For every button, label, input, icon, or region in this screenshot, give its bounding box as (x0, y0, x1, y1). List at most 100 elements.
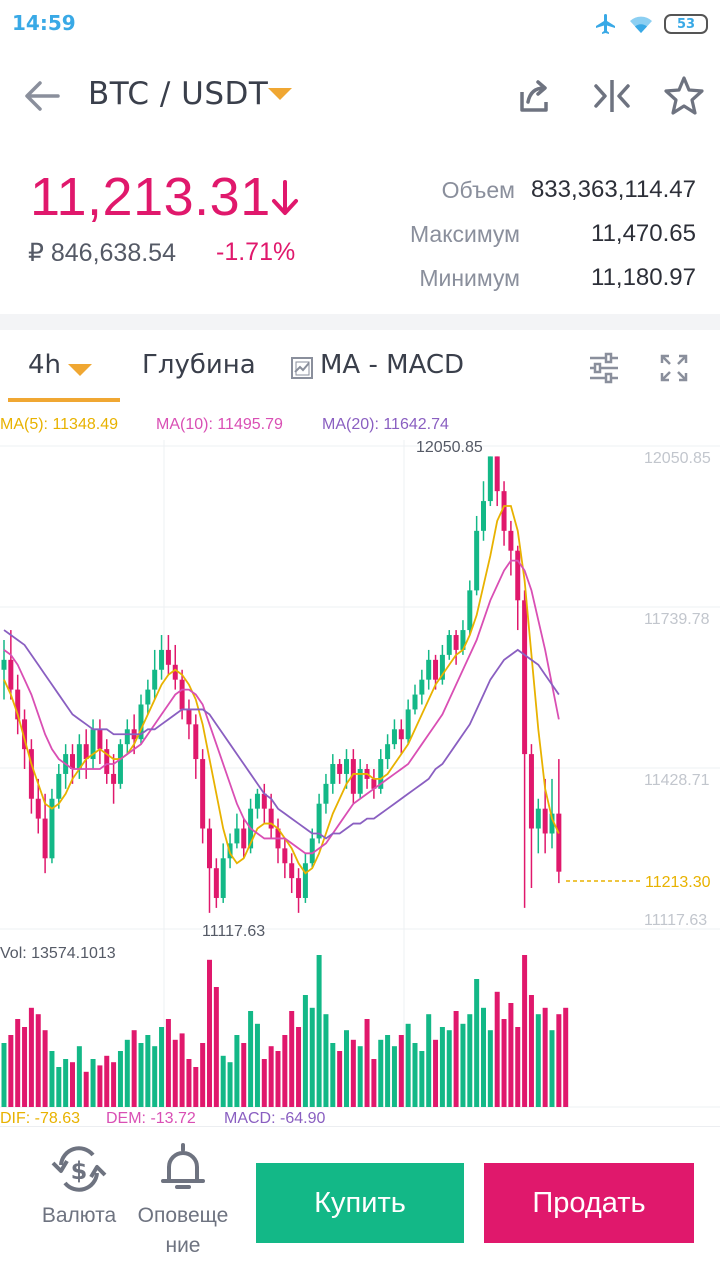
volume-bar (165, 1019, 171, 1107)
volume-bar (289, 1011, 295, 1107)
volume-bar (49, 1051, 55, 1107)
volume-bar (138, 1043, 144, 1107)
candle-body (385, 744, 391, 760)
candle-body (282, 848, 288, 864)
volume-bar (309, 1007, 315, 1107)
candle-body (213, 868, 219, 898)
candle-body (261, 793, 267, 809)
candle-body (220, 858, 226, 898)
candle-body (152, 669, 158, 690)
candle-body (83, 744, 89, 760)
volume-bar (159, 1027, 165, 1107)
candle-body (357, 768, 363, 794)
airplane-icon (596, 14, 615, 34)
candle-body (556, 813, 562, 872)
candle-body (35, 798, 41, 819)
currency-button[interactable]: $ Валюта (24, 1141, 134, 1231)
stat-volume-label: Объем (441, 176, 515, 203)
battery-level: 53 (676, 16, 696, 32)
volume-bar (378, 1039, 384, 1107)
volume-bar (508, 1003, 514, 1107)
pair-dropdown-caret-icon[interactable] (268, 88, 292, 100)
volume-bar (241, 1043, 247, 1107)
settings-sliders-icon[interactable] (586, 350, 622, 386)
axis-label-1: 11739.78 (644, 611, 710, 628)
volume-bar (344, 1030, 349, 1107)
volume-bar (549, 1030, 555, 1107)
tab-interval[interactable]: 4h (28, 350, 62, 380)
dem-label: DEM: -13.72 (106, 1110, 196, 1126)
last-price: 11,213.31 (30, 167, 271, 227)
status-time: 14:59 (12, 11, 76, 35)
tab-depth[interactable]: Глубина (142, 350, 256, 380)
candle-body (494, 456, 500, 492)
star-icon[interactable] (662, 74, 706, 118)
chart-max-label: 12050.85 (416, 439, 483, 456)
candle-body (165, 649, 171, 665)
volume-bar (316, 955, 322, 1107)
volume-bar (104, 1055, 110, 1107)
candle-body (70, 754, 75, 769)
candle-body (97, 729, 103, 750)
volume-bar (282, 1035, 288, 1107)
candle-body (323, 783, 329, 804)
volume-bar (186, 1059, 192, 1107)
status-icons: 53 (594, 12, 708, 36)
share-icon[interactable] (512, 74, 556, 118)
candlestick-chart[interactable]: MA(5): 11348.49 MA(10): 11495.79 MA(20):… (0, 404, 720, 1126)
volume-bar (268, 1046, 274, 1107)
volume-bar (563, 1007, 569, 1107)
ma5-line (3, 505, 560, 875)
volume-bar (494, 991, 500, 1107)
candle-body (371, 778, 377, 789)
candle-body (528, 754, 534, 829)
volume-bar (227, 1062, 233, 1107)
volume-bar (398, 1035, 404, 1107)
price-down-arrow-icon (272, 180, 298, 215)
chart-tabs: 4h Глубина MA - MACD (0, 336, 720, 402)
sell-button[interactable]: Продать (484, 1163, 694, 1243)
volume-bar (1, 1043, 7, 1107)
candle-body (419, 679, 425, 695)
candle-body (200, 759, 206, 829)
pair-title[interactable]: BTC / USDT (88, 76, 269, 112)
volume-bar (248, 1011, 254, 1107)
chart-canvas[interactable]: MA(5): 11348.49 MA(10): 11495.79 MA(20):… (0, 404, 720, 1126)
compare-icon[interactable] (590, 74, 634, 118)
volume-bar (111, 1062, 117, 1107)
alert-button[interactable]: Оповеще ние (128, 1141, 238, 1261)
volume-bar (213, 987, 219, 1107)
candle-body (522, 600, 528, 755)
candle-body (460, 630, 466, 650)
volume-bar (70, 1062, 75, 1107)
volume-bar (131, 1030, 137, 1107)
volume-bar (453, 1011, 459, 1107)
tab-indicator[interactable]: MA - MACD (320, 350, 465, 380)
volume-bar (528, 995, 534, 1107)
volume-bar (200, 1043, 206, 1107)
currency-exchange-icon: $ (51, 1146, 107, 1192)
volume-bar (28, 1007, 34, 1107)
volume-bar (535, 1014, 541, 1107)
stat-low-value: 11,180.97 (591, 264, 696, 291)
back-arrow-icon[interactable] (20, 74, 64, 118)
ma10-label: MA(10): 11495.79 (156, 416, 283, 433)
volume-bar (145, 1035, 151, 1107)
buy-button[interactable]: Купить (256, 1163, 464, 1243)
stat-low: Минимум 11,180.97 (276, 258, 696, 298)
candle-body (344, 759, 349, 774)
interval-dropdown-caret-icon[interactable] (68, 364, 92, 376)
candle-body (1, 659, 7, 670)
volume-bar (371, 1059, 377, 1107)
volume-bar (172, 1039, 178, 1107)
fiat-price: ₽ 846,638.54 (28, 239, 176, 267)
bell-icon (161, 1143, 205, 1189)
candle-body (90, 729, 96, 760)
volume-bar (385, 1035, 391, 1107)
candle-body (337, 764, 343, 774)
price-change: -1.71% (216, 238, 296, 266)
indicator-icon[interactable] (290, 356, 314, 380)
fullscreen-icon[interactable] (656, 350, 692, 386)
axis-label-2: 11428.71 (644, 772, 710, 789)
candle-body (412, 694, 418, 710)
